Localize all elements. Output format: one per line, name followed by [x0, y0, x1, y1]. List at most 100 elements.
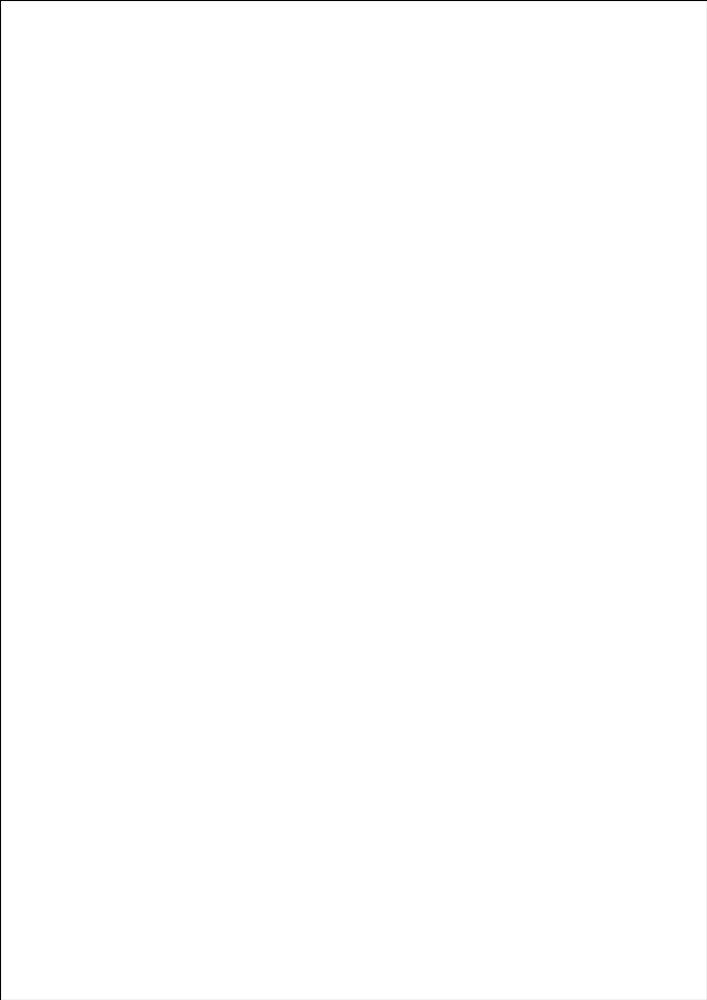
Text: 5: 5	[345, 102, 351, 111]
Text: применения способа и устройства длитель-: применения способа и устройства длитель-	[18, 329, 243, 338]
Text: 25: 25	[339, 464, 351, 473]
Text: ю щ и й с я  тем, что, с целью повышения: ю щ и й с я тем, что, с целью повышения	[18, 494, 233, 503]
Text: механизма перемещения, а выход – с пер-: механизма перемещения, а выход – с пер-	[364, 404, 582, 413]
Text: ной сварки, содержащее сварочные горелки: ной сварки, содержащее сварочные горелки	[364, 223, 595, 232]
Text: перемещения, датчиком предельной дли-: перемещения, датчиком предельной дли-	[364, 314, 580, 322]
Text: каний дугового промежутка, второй – обры-: каний дугового промежутка, второй – обры…	[18, 193, 245, 202]
Text: полнены на базе полуавтомата ПДГ-516.: полнены на базе полуавтомата ПДГ-516.	[18, 87, 229, 97]
Text: тельностью цикла сварки группы точек, если: тельностью цикла сварки группы точек, ес…	[364, 87, 600, 96]
Bar	[217, 731, 268, 769]
Text: времени горения дуги составила 1,2 с. Раз-: времени горения дуги составила 1,2 с. Ра…	[18, 238, 243, 247]
Text: элемент отделял состояние коротких замы-: элемент отделял состояние коротких замы-	[18, 178, 245, 187]
Text: 1: 1	[571, 754, 579, 768]
Bar	[288, 821, 357, 859]
Text: сварки прерывают.: сварки прерывают.	[364, 193, 463, 202]
Text: вы дуги.: вы дуги.	[18, 208, 60, 217]
Text: постоянной длительности горения дуги, оп-: постоянной длительности горения дуги, оп…	[364, 42, 592, 51]
Text: Необходимая длительность чистого: Необходимая длительность чистого	[18, 223, 216, 232]
Text: дают предельную длительность цикла свар-: дают предельную длительность цикла свар-	[18, 525, 245, 534]
Text: 4: 4	[318, 833, 327, 847]
Text: 2: 2	[462, 754, 470, 768]
Text: 35: 35	[684, 525, 696, 534]
Text: 20: 20	[339, 329, 351, 338]
Text: 1. Способ многодуговой точечной: 1. Способ многодуговой точечной	[18, 434, 206, 444]
Text: ключены к другим входам основной ячейки: ключены к другим входам основной ячейки	[364, 510, 592, 519]
Text: тельности, в противном случае процесс: тельности, в противном случае процесс	[364, 178, 570, 187]
Text: циклом сварки точки, выходы которых под-: циклом сварки точки, выходы которых под-	[364, 494, 590, 503]
Text: но системой управления механизма: но системой управления механизма	[364, 298, 551, 307]
Text: 3: 3	[238, 660, 247, 674]
Text: лялось за 2,5 с. Таким образом, без: лялось за 2,5 с. Таким образом, без	[18, 314, 201, 323]
Text: предельной длительности цикла сварки: предельной длительности цикла сварки	[364, 374, 571, 383]
Text: ячеек И, вторые входы дополнительных: ячеек И, вторые входы дополнительных	[364, 434, 571, 443]
Text: составила 6,5 с, а с применением – 4,7 с, что: составила 6,5 с, а с применением – 4,7 с…	[18, 359, 250, 368]
Text: полнительными, по количеству сварочных: полнительными, по количеству сварочных	[364, 344, 585, 353]
Bar	[248, 904, 317, 941]
Text: 4: 4	[318, 660, 327, 674]
Text: окончания цикла сварки наибольшей дли-: окончания цикла сварки наибольшей дли-	[364, 163, 583, 172]
Text: горелок ячейками И, при этом вход датчика: горелок ячейками И, при этом вход датчик…	[364, 359, 595, 368]
Text: 28%.: 28%.	[18, 389, 42, 398]
Bar	[217, 649, 268, 686]
Text: 5: 5	[173, 27, 180, 40]
Text: среднее значение составило 2,2 с. Переме-: среднее значение составило 2,2 с. Переме…	[18, 283, 243, 292]
Bar	[288, 649, 357, 686]
Text: наибольшая длительность цикла сварки: наибольшая длительность цикла сварки	[364, 102, 572, 112]
Text: 4: 4	[318, 743, 327, 757]
Text: осуществлялась группами по четыре точки.: осуществлялась группами по четыре точки.	[18, 42, 246, 51]
Text: Сварка осуществлялась в СО₂ проволокой: Сварка осуществлялась в СО₂ проволокой	[18, 102, 235, 111]
Text: щение головок между позициями осуществ-: щение головок между позициями осуществ-	[18, 298, 247, 307]
Text: 5: 5	[278, 916, 287, 930]
Text: 1,6 мм.: 1,6 мм.	[18, 117, 54, 126]
Text: ределяют наибольшую длительность цикла: ределяют наибольшую длительность цикла	[364, 57, 589, 67]
Text: 15: 15	[339, 253, 351, 262]
Text: производительности и качества сварки, за-: производительности и качества сварки, за…	[18, 510, 243, 519]
Text: дало повышение производительности на: дало повышение производительности на	[18, 374, 228, 383]
Text: управления механизма перемещения, а: управления механизма перемещения, а	[364, 464, 571, 473]
Text: ходе на новую позицию сварки, о т л и ч а-: ходе на новую позицию сварки, о т л и ч …	[18, 479, 240, 488]
Text: $t_n$: $t_n$	[291, 859, 303, 874]
Text: ки группы точек, при сварке каждой точки: ки группы точек, при сварке каждой точки	[18, 540, 243, 549]
Text: ника ВДУ-506, сварочные головки были вы-: ника ВДУ-506, сварочные головки были вы-	[18, 72, 244, 82]
Text: ния.: ния.	[364, 555, 386, 564]
Text: сварки, заключающийся в одновременной: сварки, заключающийся в одновременной	[18, 449, 238, 458]
Text: полнены на базе двух пороговых элементов: полнены на базе двух пороговых элементов	[18, 148, 244, 157]
Text: 30: 30	[684, 464, 696, 473]
Text: выходы – с входами блоков управления: выходы – с входами блоков управления	[364, 479, 567, 489]
Bar	[443, 682, 489, 840]
Text: Каждая точка сваривалась от своего источ-: Каждая точка сваривалась от своего источ…	[18, 57, 244, 66]
Text: соединен с выходом системы управления: соединен с выходом системы управления	[364, 389, 579, 398]
Text: 3: 3	[238, 833, 247, 847]
Text: 25: 25	[684, 389, 696, 398]
Text: дительности и качества сварки, оно снабже-: дительности и качества сварки, оно снабж…	[364, 283, 595, 293]
Text: 30: 30	[339, 540, 351, 549]
Text: выми входами основной и дополнительных: выми входами основной и дополнительных	[364, 419, 586, 428]
Text: ных точек укладывался в интервале 2...4 с,: ных точек укладывался в интервале 2...4 …	[18, 268, 241, 277]
Text: тельности цикла сварки, основной и до-: тельности цикла сварки, основной и до-	[364, 329, 571, 338]
Bar	[288, 731, 357, 769]
Text: сварки группы точек переход на новую по-: сварки группы точек переход на новую по-	[364, 133, 588, 142]
Text: зицию сварки осуществляют сразу после: зицию сварки осуществляют сразу после	[364, 148, 578, 157]
Text: сварке группы точек и последующем пере-: сварке группы точек и последующем пере-	[18, 464, 242, 473]
Text: брос длительностей циклов сварки отдель-: брос длительностей циклов сварки отдель-	[18, 253, 240, 263]
Text: е с я  тем, что, с целью повышения произво-: е с я тем, что, с целью повышения произв…	[364, 268, 594, 277]
Text: ность цикла, включая перемещение головок: ность цикла, включая перемещение головок	[18, 344, 248, 353]
Text: И, выход которой соединен с входом сис-: И, выход которой соединен с входом сис-	[364, 525, 578, 534]
Text: 6: 6	[530, 27, 537, 40]
Text: меньше предельной длительности цикла: меньше предельной длительности цикла	[364, 117, 575, 126]
Bar	[549, 739, 600, 784]
Text: Пуск 1: Пуск 1	[79, 711, 122, 724]
Text: 2. Устройство для многодуговой точеч-: 2. Устройство для многодуговой точеч-	[364, 208, 580, 217]
Text: 20: 20	[684, 314, 696, 322]
Text: Пуск 2: Пуск 2	[583, 825, 625, 838]
Text: темы управления механизма перемеще-: темы управления механизма перемеще-	[364, 540, 572, 549]
Text: Датчики существования дуги были вы-: Датчики существования дуги были вы-	[18, 133, 232, 142]
Text: вычисляют длительность цикла сварки при: вычисляют длительность цикла сварки при	[18, 555, 243, 564]
Text: ячеек И соединены с выходами системы: ячеек И соединены с выходами системы	[364, 449, 574, 458]
Text: ления циклом сварки точки, о т л и ч а ю щ е-: ления циклом сварки точки, о т л и ч а ю…	[364, 253, 602, 262]
Text: с механизмом перемещения, блоки управ-: с механизмом перемещения, блоки управ-	[364, 238, 584, 248]
Text: и ячейки логического умножения. Первый: и ячейки логического умножения. Первый	[18, 163, 241, 172]
Text: сварки, сравнивают ее с предельной дли-: сварки, сравнивают ее с предельной дли-	[364, 72, 578, 81]
Bar	[217, 821, 268, 859]
Text: 1682077: 1682077	[327, 27, 380, 40]
